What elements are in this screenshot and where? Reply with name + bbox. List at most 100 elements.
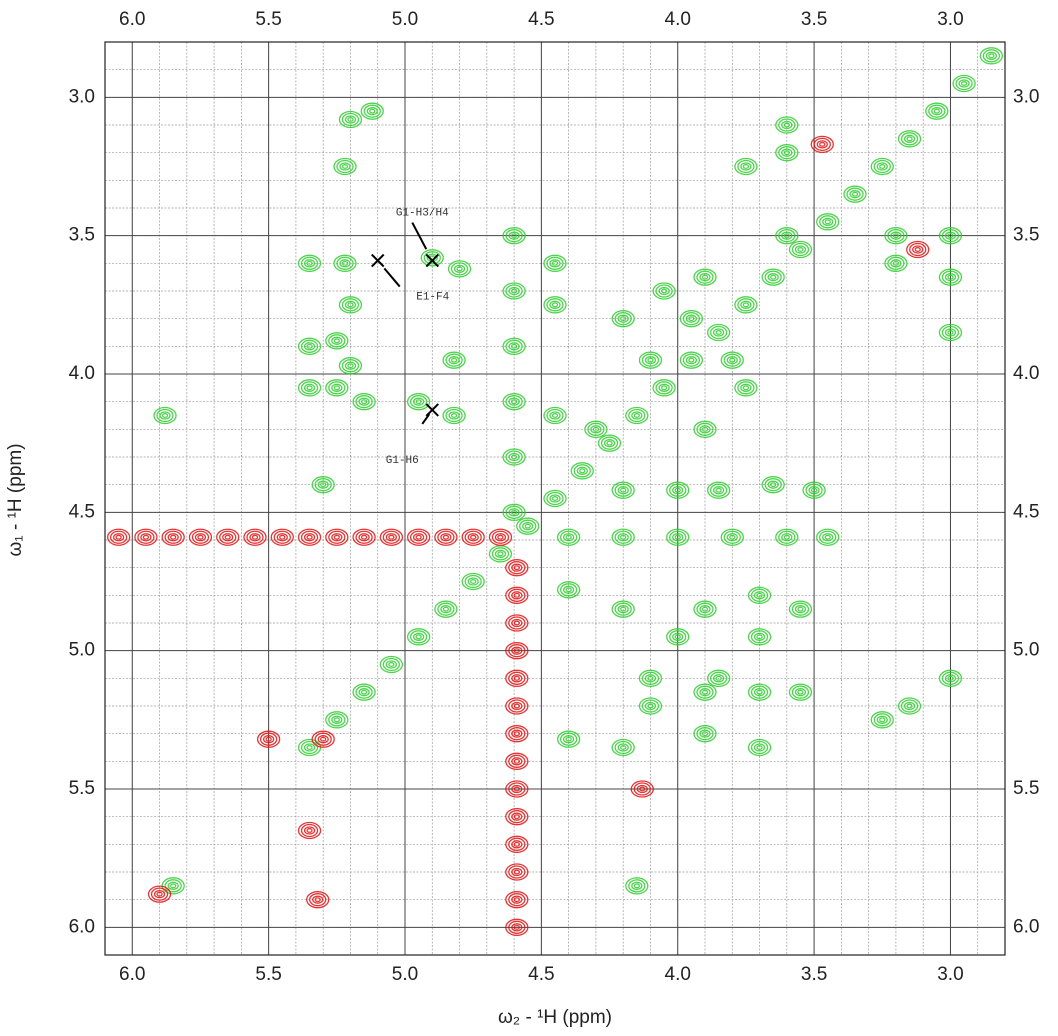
contour-level [941, 671, 960, 685]
contour-level [510, 233, 518, 239]
contour-level [824, 219, 831, 225]
peak [406, 393, 431, 411]
peak [625, 406, 649, 425]
peak [734, 379, 758, 397]
contour-level [712, 328, 725, 337]
contour-level [775, 528, 799, 546]
peak [597, 434, 622, 452]
contour-level [947, 675, 954, 681]
contour-level [142, 534, 150, 540]
contour-level [355, 530, 373, 544]
contour-level [508, 699, 526, 713]
contour-level [279, 534, 286, 540]
contour-level [879, 164, 886, 169]
contour-level [434, 528, 458, 546]
contour-level [505, 669, 529, 687]
contour-level [344, 300, 357, 309]
cross [371, 253, 385, 268]
peak [625, 877, 649, 895]
contour-level [813, 137, 831, 152]
contour-level [614, 530, 632, 544]
contour-level [440, 533, 452, 542]
contour-level [851, 191, 859, 197]
contour-level [712, 674, 725, 683]
contour-level [925, 102, 949, 120]
contour-level [816, 213, 840, 231]
contour-level [513, 869, 520, 875]
contour-level [543, 254, 567, 272]
contour-level [636, 784, 648, 794]
contour-level [513, 592, 520, 598]
peak [775, 227, 799, 245]
peak [502, 448, 526, 466]
contour-level [508, 588, 526, 602]
contour-level [756, 592, 763, 598]
contour-level [306, 534, 313, 540]
contour-level [931, 107, 943, 116]
contour-level [297, 337, 322, 355]
contour-level [511, 618, 523, 628]
x-tick-label: 5.0 [392, 964, 418, 985]
contour-level [706, 669, 731, 687]
contour-level [706, 323, 731, 342]
contour-level [331, 715, 343, 724]
x-tick-label-top: 6.0 [119, 9, 145, 30]
contour-level [620, 606, 627, 612]
contour-level [412, 397, 425, 406]
peak [570, 462, 594, 480]
contour-level [341, 359, 360, 373]
contour-level [556, 581, 581, 599]
peak [693, 268, 717, 286]
x-tick-label-top: 4.5 [528, 9, 554, 30]
contour-level [511, 646, 523, 655]
contour-level [328, 334, 346, 348]
contour-level [709, 671, 728, 685]
contour-level [747, 628, 772, 646]
contour-level [347, 363, 354, 369]
contour-level [194, 533, 207, 542]
contour-level [674, 487, 681, 493]
peak [652, 379, 676, 397]
peak [505, 614, 529, 632]
contour-level [409, 630, 428, 644]
contour-level [358, 688, 370, 697]
peak [188, 528, 213, 546]
x-tick-label: 3.5 [801, 964, 827, 985]
contour-level [505, 697, 529, 715]
contour-level [251, 534, 259, 540]
contour-level [693, 725, 717, 743]
peak [897, 697, 922, 715]
contour-level [546, 256, 564, 270]
contour-level [513, 731, 520, 737]
contour-level [333, 534, 340, 540]
contour-level [505, 642, 529, 660]
contour-level [551, 302, 559, 308]
contour-level [502, 448, 526, 466]
contour-level [628, 879, 646, 893]
contour-level [941, 229, 960, 243]
peak [884, 254, 908, 272]
contour-level [508, 342, 520, 351]
contour-level [112, 533, 125, 542]
contour-level [756, 689, 763, 695]
peak [706, 481, 731, 499]
contour-level [750, 740, 769, 755]
contour-level [336, 159, 354, 174]
peak [543, 296, 567, 314]
contour-level [382, 530, 401, 544]
contour-level [516, 517, 540, 535]
contour-level [505, 725, 529, 743]
contour-level [508, 893, 526, 907]
contour-level [470, 579, 477, 584]
contour-level [333, 254, 357, 272]
peak [505, 780, 529, 798]
peak [325, 711, 349, 729]
contour-level [511, 757, 523, 766]
contour-level [897, 130, 922, 148]
contour-level [674, 634, 681, 640]
contour-level [505, 835, 529, 853]
contour-level [188, 528, 213, 546]
contour-level [543, 296, 567, 314]
peak [256, 730, 281, 748]
contour-level [297, 821, 322, 840]
